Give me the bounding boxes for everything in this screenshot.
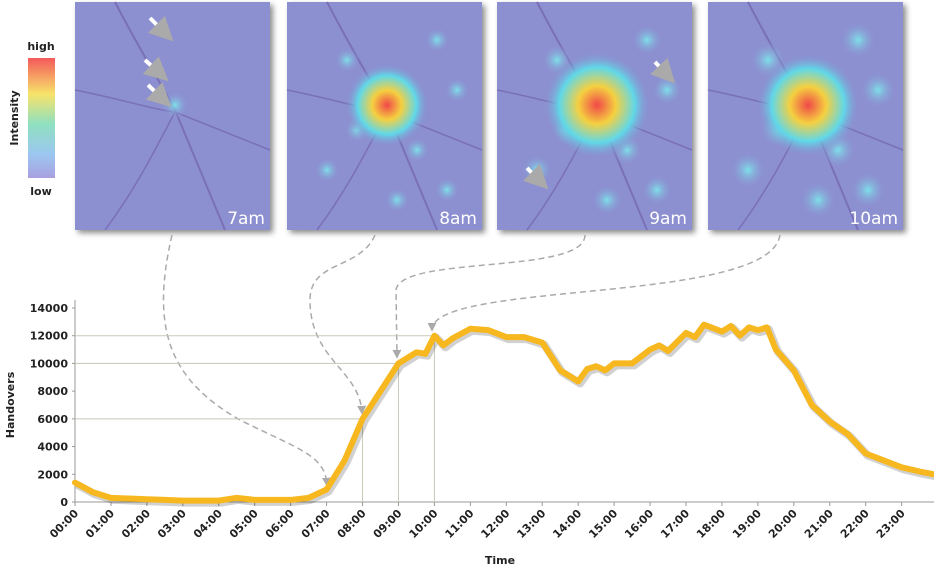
map-arrow — [142, 56, 169, 82]
map-arrow — [522, 163, 549, 190]
map-blob — [334, 47, 360, 73]
y-tick-label: 12000 — [30, 330, 69, 343]
map-blob — [434, 177, 460, 203]
y-tick-label: 14000 — [30, 302, 69, 315]
map-blob — [839, 21, 877, 59]
y-tick-label: 2000 — [37, 468, 68, 481]
x-tick-label: 07:00 — [299, 507, 333, 541]
map-blob — [631, 24, 663, 56]
map-arrow — [650, 57, 676, 84]
y-axis-title: Handovers — [4, 371, 17, 438]
x-tick-label: 17:00 — [658, 507, 692, 541]
heatmap-panel: 7am — [74, 1, 271, 231]
x-tick-label: 02:00 — [119, 507, 153, 541]
y-tick-label: 8000 — [37, 385, 68, 398]
x-tick-label: 22:00 — [838, 507, 872, 541]
x-tick-label: 09:00 — [371, 507, 405, 541]
map-blob — [641, 174, 673, 206]
x-tick-label: 08:00 — [335, 507, 369, 541]
x-tick-label: 15:00 — [586, 507, 620, 541]
panel-label: 7am — [227, 209, 265, 229]
x-tick-label: 12:00 — [478, 507, 512, 541]
map-blob — [404, 137, 430, 163]
legend-low: low — [30, 185, 52, 198]
x-tick-label: 19:00 — [730, 507, 764, 541]
x-tick-label: 10:00 — [407, 507, 441, 541]
x-tick-label: 21:00 — [802, 507, 836, 541]
x-tick-label: 06:00 — [263, 507, 297, 541]
panel-label: 8am — [439, 209, 477, 229]
y-tick-label: 4000 — [37, 441, 68, 454]
map-blob — [799, 181, 837, 219]
x-tick-label: 16:00 — [622, 507, 656, 541]
intensity-scale — [28, 58, 55, 178]
x-tick-label: 00:00 — [47, 507, 81, 541]
map-blob — [424, 27, 450, 53]
legend-high: high — [27, 40, 54, 53]
map-hotspot — [161, 91, 189, 119]
map-blob — [591, 184, 623, 216]
heatmap-panels: 7am 8am 9am 10am — [74, 1, 904, 231]
x-tick-label: 13:00 — [514, 507, 548, 541]
line — [72, 321, 934, 504]
heatmap-panel: 10am — [707, 1, 904, 231]
map-blob — [444, 77, 470, 103]
panel-label: 9am — [649, 209, 687, 229]
connectors — [162, 234, 781, 487]
connector — [427, 234, 781, 332]
heatmap-panel: 9am — [496, 1, 693, 231]
map-hotspot — [345, 63, 429, 147]
x-tick-label: 11:00 — [443, 507, 477, 541]
x-tick-label: 01:00 — [83, 507, 117, 541]
connector — [309, 234, 376, 415]
map-blob — [651, 74, 683, 106]
x-tick-label: 23:00 — [874, 507, 908, 541]
map-blob — [384, 187, 410, 213]
y-tick-label: 0 — [60, 496, 68, 509]
map-arrow — [145, 82, 172, 108]
map-blob — [729, 151, 767, 189]
map-blob — [859, 71, 897, 109]
map-blob — [849, 171, 887, 209]
y-tick-label: 10000 — [30, 357, 69, 370]
x-tick-label: 14:00 — [550, 507, 584, 541]
x-tick-label: 18:00 — [694, 507, 728, 541]
map-hotspot — [543, 51, 651, 159]
x-tick-label: 03:00 — [155, 507, 189, 541]
x-tick-label: 04:00 — [191, 507, 225, 541]
x-tick-label: 05:00 — [227, 507, 261, 541]
map-blob — [314, 157, 340, 183]
line-shadow — [75, 322, 934, 507]
connector — [162, 234, 332, 487]
x-axis-title: Time — [485, 554, 515, 567]
map-blob — [521, 154, 553, 186]
map-arrow — [147, 15, 174, 42]
panel-label: 10am — [849, 209, 898, 229]
connector — [392, 234, 586, 359]
y-tick-label: 6000 — [37, 413, 68, 426]
legend-title: Intensity — [8, 90, 21, 145]
map-hotspot — [756, 53, 860, 157]
heatmap-panel: 8am — [286, 1, 483, 231]
road — [104, 111, 176, 231]
x-tick-label: 20:00 — [766, 507, 800, 541]
